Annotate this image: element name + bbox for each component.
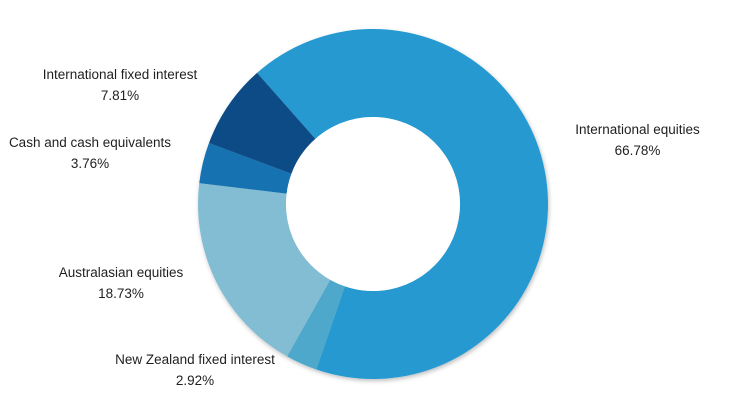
label-name: International equities	[575, 122, 700, 137]
slice-australasian-equities	[198, 183, 331, 357]
label-value: 66.78%	[614, 143, 661, 158]
label-name: New Zealand fixed interest	[115, 352, 275, 367]
label-new-zealand-fixed-interest: New Zealand fixed interest 2.92%	[95, 349, 295, 391]
label-value: 7.81%	[100, 88, 140, 103]
label-name: Australasian equities	[58, 265, 184, 280]
label-value: 3.76%	[70, 156, 110, 171]
slice-international-fixed-interest	[208, 72, 316, 174]
label-international-equities: International equities 66.78%	[555, 119, 720, 161]
label-name: International fixed interest	[42, 67, 198, 82]
label-international-fixed-interest: International fixed interest 7.81%	[25, 64, 215, 106]
label-australasian-equities: Australasian equities 18.73%	[40, 262, 202, 304]
slice-new-zealand-fixed-interest	[287, 279, 345, 370]
label-cash-and-cash-equivalents: Cash and cash equivalents 3.76%	[0, 132, 180, 174]
label-value: 2.92%	[175, 373, 215, 388]
donut-hole	[286, 117, 460, 291]
label-value: 18.73%	[98, 286, 144, 301]
label-name: Cash and cash equivalents	[8, 135, 172, 150]
slice-cash-and-cash-equivalents	[199, 143, 292, 194]
slice-international-equities	[257, 29, 548, 380]
